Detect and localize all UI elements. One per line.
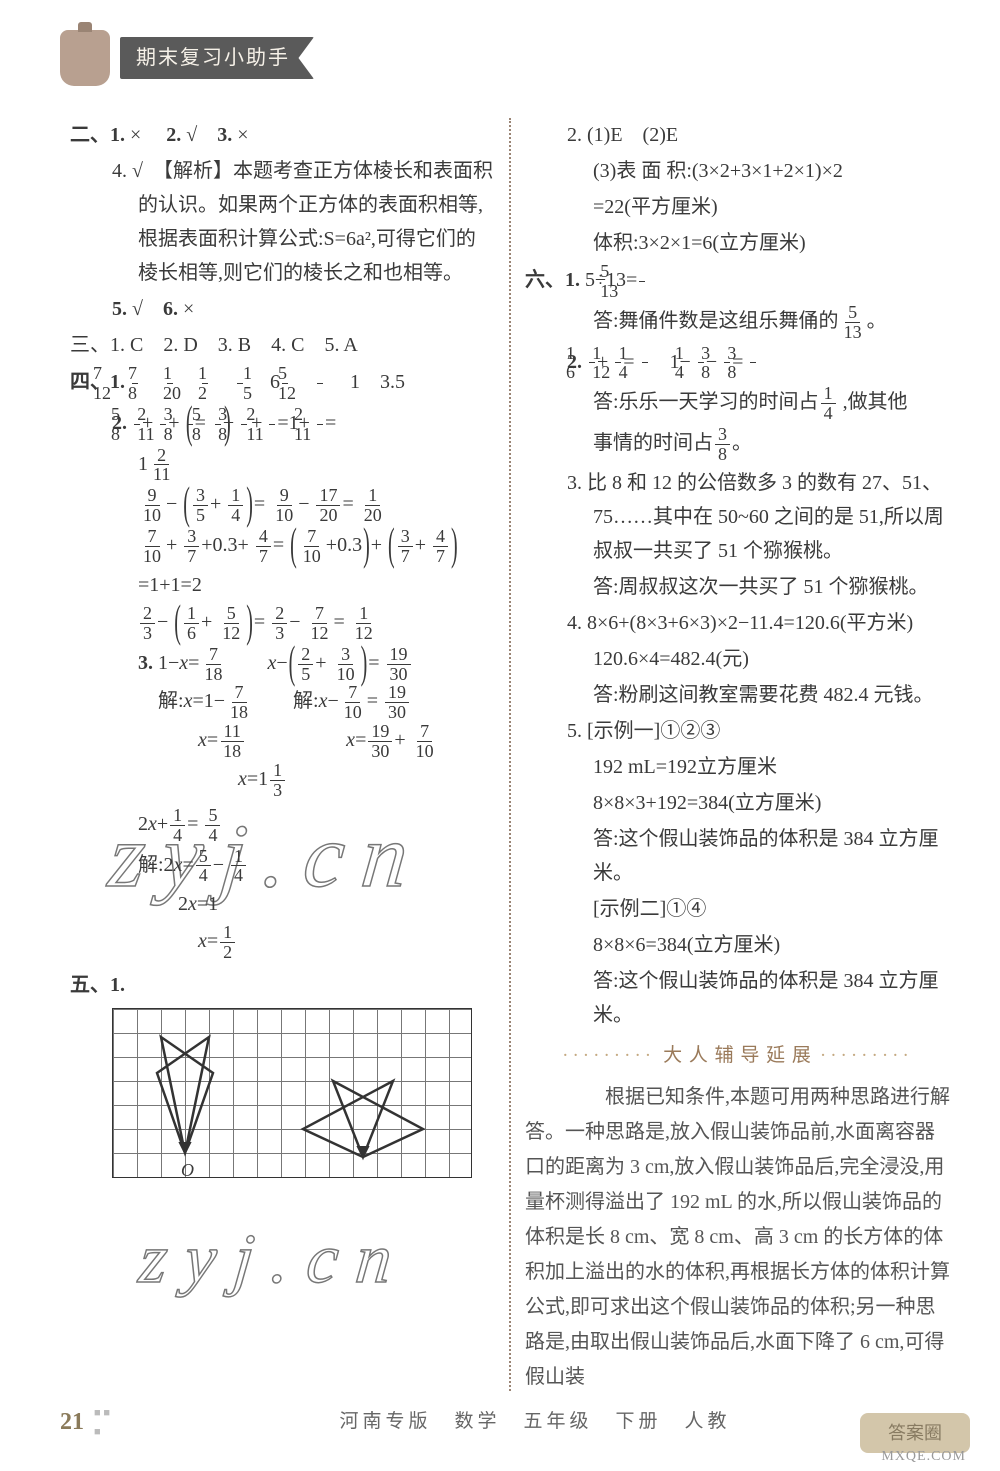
page-number: 21 — [60, 1402, 84, 1443]
text: 4. 8×6+(8×3+6×3)×2−11.4=120.6(平方米) — [525, 606, 950, 640]
text: 192 mL=192立方厘米 — [525, 750, 950, 784]
text: 8×8×3+192=384(立方厘米) — [525, 786, 950, 820]
text: 710+ 37+0.3+ 47= (710+0.3)+ (37+ 47) — [70, 527, 495, 566]
text: x=113 — [70, 761, 495, 800]
text: x=1118 x=1930+ 710 — [70, 722, 495, 761]
text: 六、1. 5÷13=513 — [525, 262, 950, 301]
footer-text: 河南专版 数学 五年级 下册 人教 — [110, 1406, 960, 1438]
text: 2. (1)E (2)E — [525, 118, 950, 152]
text: [示例二]①④ — [525, 892, 950, 926]
page-header: 期末复习小助手 — [60, 30, 314, 86]
text: 8×8×6=384(立方厘米) — [525, 928, 950, 962]
text: 2x+14= 54 — [70, 806, 495, 845]
text: 910− (35+ 14)= 910− 1720= 120 — [70, 486, 495, 525]
section-title: 大 人 辅 导 延 展 — [525, 1040, 950, 1072]
text: 四、1. 712 78 120 12 615 512 1 3.5 — [70, 364, 495, 403]
text: 2. 58+ 211+ 38= (58+ 38)+ 211=1+ 211= — [70, 405, 495, 444]
text: =22(平方厘米) — [525, 190, 950, 224]
origin-label: O — [181, 1155, 194, 1186]
text: 三、1. C 2. D 3. B 4. C 5. A — [70, 328, 495, 362]
text: 二、1. × 2. √ 3. × — [70, 118, 495, 152]
text: 体积:3×2×1=6(立方厘米) — [525, 226, 950, 260]
footer-url: MXQE.COM — [881, 1445, 966, 1469]
text: 答:舞俑件数是这组乐舞俑的513。 — [525, 303, 950, 342]
page-footer: 21 ■ ■■ 河南专版 数学 五年级 下册 人教 — [60, 1402, 960, 1443]
text: 事情的时间占38。 — [525, 425, 950, 464]
text: 解:2x=54− 14 — [70, 847, 495, 886]
text: 解:x=1−718 解:x−710= 1930 — [70, 683, 495, 722]
text: x=12 — [70, 923, 495, 962]
badge-icon — [60, 30, 110, 86]
text: 答:粉刷这间教室需要花费 482.4 元钱。 — [525, 678, 950, 712]
text: 答:周叔叔这次一共买了 51 个猕猴桃。 — [525, 570, 950, 604]
text: 2x=1 — [70, 887, 495, 921]
left-column: 二、1. × 2. √ 3. × 4. √ 【解析】本题考查正方体棱长和表面积的… — [60, 118, 505, 1391]
text: 5. [示例一]①②③ — [525, 714, 950, 748]
text: =1+1=2 — [70, 568, 495, 602]
text: 3. 1−x=718 x−(25+ 310)= 1930 — [70, 645, 495, 684]
explanation-text: 根据已知条件,本题可用两种思路进行解答。一种思路是,放入假山装饰品前,水面离容器… — [525, 1080, 950, 1395]
text: 23− (16+ 512)= 23− 712= 112 — [70, 604, 495, 643]
text: 4. √ 【解析】本题考查正方体棱长和表面积的认识。如果两个正方体的表面积相等,… — [70, 154, 495, 290]
text: 五、1. — [70, 968, 495, 1002]
text: 答:乐乐一天学习的时间占14 ,做其他 — [525, 384, 950, 423]
text: 120.6×4=482.4(元) — [525, 642, 950, 676]
text: 5. √ 6. × — [70, 292, 495, 326]
header-title: 期末复习小助手 — [120, 37, 314, 79]
text: 1211 — [70, 446, 495, 485]
text: 答:这个假山装饰品的体积是 384 立方厘米。 — [525, 822, 950, 890]
text: 2. 16+ 112= 14 1− 14− 38= 38 — [525, 344, 950, 383]
column-divider — [509, 118, 511, 1391]
content-columns: 二、1. × 2. √ 3. × 4. √ 【解析】本题考查正方体棱长和表面积的… — [60, 118, 960, 1391]
text: (3)表 面 积:(3×2+3×1+2×1)×2 — [525, 154, 950, 188]
text: 3. 比 8 和 12 的公倍数多 3 的数有 27、51、75……其中在 50… — [525, 466, 950, 568]
right-column: 2. (1)E (2)E (3)表 面 积:(3×2+3×1+2×1)×2 =2… — [515, 118, 960, 1391]
grid-figure: O — [112, 1008, 472, 1178]
text: 答:这个假山装饰品的体积是 384 立方厘米。 — [525, 964, 950, 1032]
